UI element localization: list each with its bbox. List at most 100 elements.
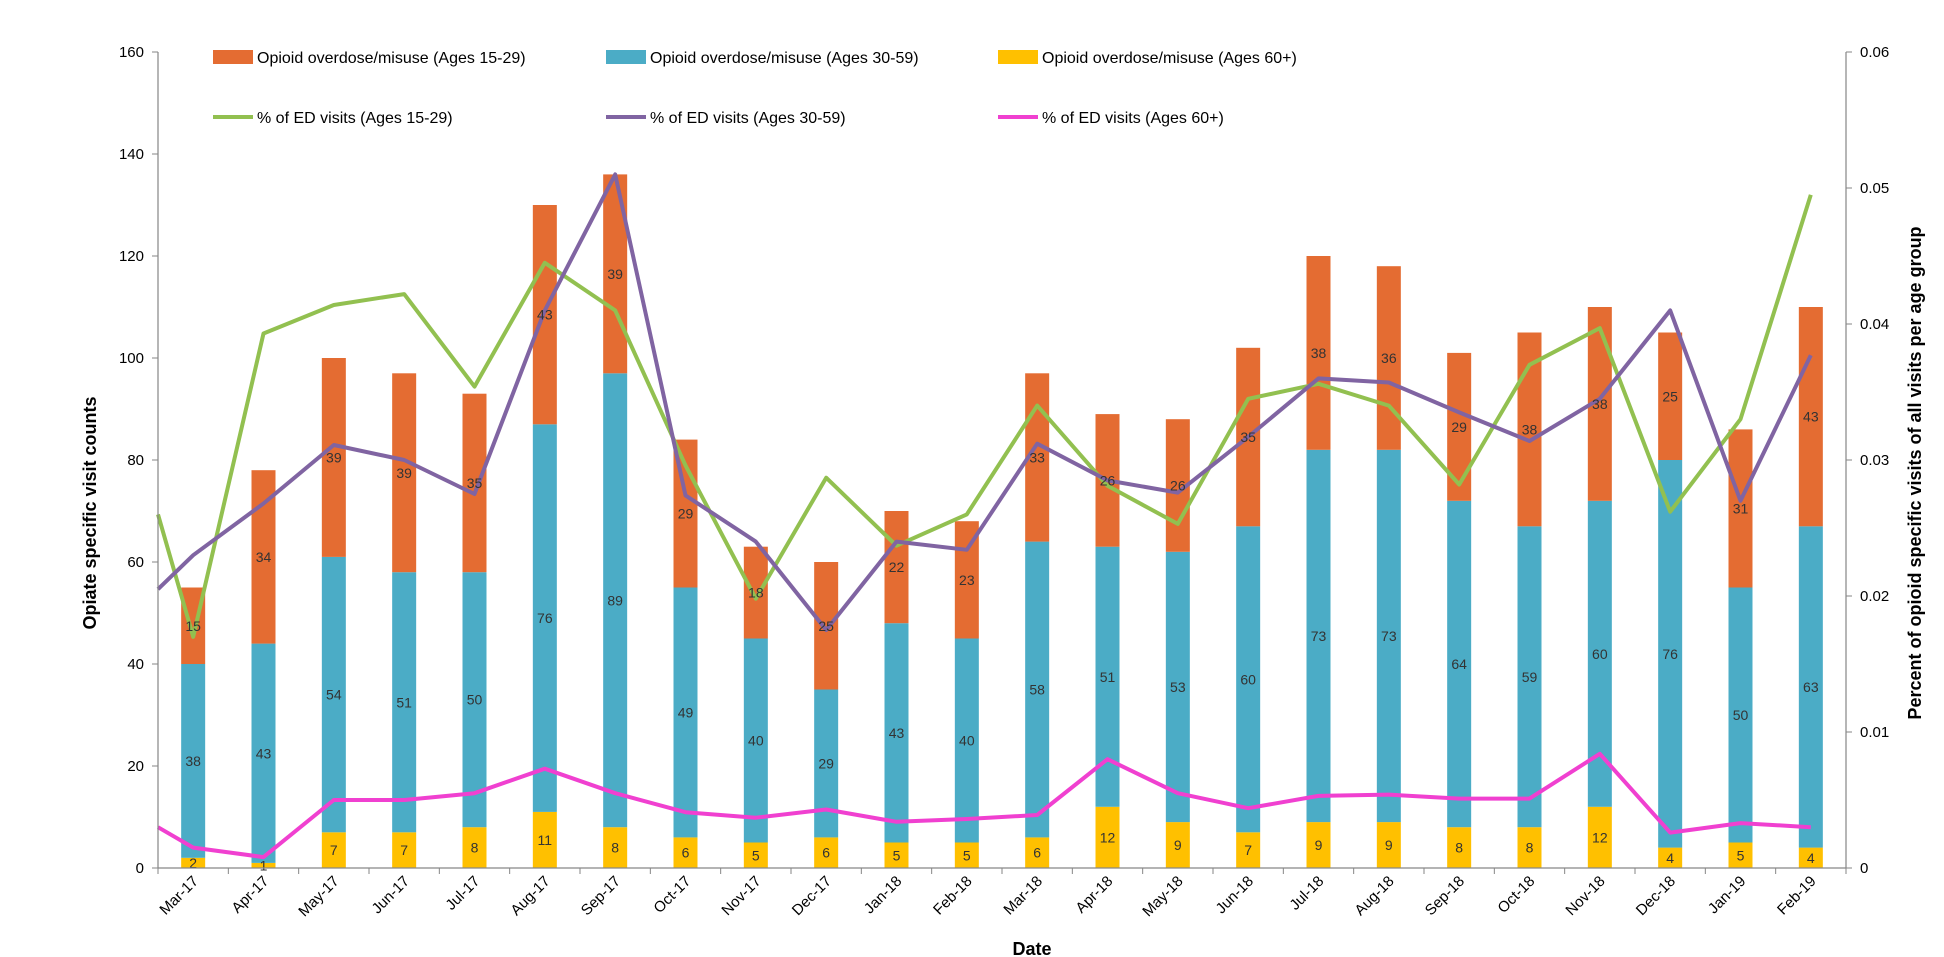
bar-value-label: 38: [1592, 396, 1608, 412]
bar-value-label: 35: [1240, 429, 1256, 445]
bar-value-label: 5: [1737, 847, 1745, 863]
bar: [603, 827, 628, 868]
y-tick-label: 100: [119, 350, 144, 367]
y-tick-label: 40: [127, 656, 144, 673]
bar: [251, 862, 276, 868]
bar: [462, 572, 487, 828]
y-tick-label: 20: [127, 758, 144, 775]
bar: [814, 837, 839, 868]
bar: [321, 358, 346, 557]
bar: [1306, 822, 1331, 868]
bar: [1447, 827, 1472, 868]
bar-value-label: 1: [260, 857, 268, 873]
line-series: [156, 194, 1813, 639]
bar-value-label: 31: [1733, 500, 1749, 516]
y2-tick-label: 0.03: [1860, 452, 1889, 469]
y-tick-labels: 0 20 40 60 80 100 120 140 160: [119, 44, 158, 877]
bar: [1587, 806, 1612, 868]
bar-value-label: 35: [467, 475, 483, 491]
bar-value-label: 9: [1174, 837, 1182, 853]
bar-value-label: 25: [818, 618, 834, 634]
y2-tick-label: 0: [1860, 860, 1868, 877]
bar: [392, 373, 417, 573]
lines: [156, 172, 1813, 860]
bar: [814, 562, 839, 690]
bar: [743, 638, 768, 843]
legend-label: % of ED visits (Ages 30-59): [650, 110, 846, 127]
bar-value-label: 5: [752, 847, 760, 863]
bar-value-label: 29: [1451, 419, 1467, 435]
legend: Opioid overdose/misuse (Ages 15-29) Opioi…: [213, 50, 1297, 127]
bar-value-label: 8: [1455, 840, 1463, 856]
y-tick-label: 60: [127, 554, 144, 571]
y-tick-label: 80: [127, 452, 144, 469]
bar-value-label: 76: [1662, 646, 1678, 662]
y2-axis-title: Percent of opioid specific visits of all…: [1905, 226, 1925, 719]
bar: [181, 664, 206, 858]
bar: [1517, 827, 1542, 868]
bar-value-label: 7: [330, 842, 338, 858]
bar-value-label: 26: [1100, 472, 1116, 488]
bar-value-label: 9: [1315, 837, 1323, 853]
bar-value-label: 5: [893, 847, 901, 863]
bar: [1517, 526, 1542, 828]
bar-value-label: 15: [185, 618, 201, 634]
y-tick-label: 120: [119, 248, 144, 265]
bar-value-label: 36: [1381, 350, 1397, 366]
bar: [1376, 266, 1401, 450]
bar: [884, 511, 909, 624]
bar-value-label: 49: [678, 704, 694, 720]
bar: [321, 556, 346, 833]
bar-value-label: 29: [818, 755, 834, 771]
bar: [1447, 500, 1472, 828]
bar-value-label: 60: [1240, 671, 1256, 687]
bar-value-label: 4: [1807, 850, 1815, 866]
bar-value-label: 38: [1311, 345, 1327, 361]
bar-labels: 2381514334754397513985035117643889396492…: [185, 266, 1818, 874]
bar-value-label: 23: [959, 572, 975, 588]
bar: [392, 832, 417, 868]
bar: [1236, 832, 1261, 868]
bar-value-label: 58: [1029, 682, 1045, 698]
bar: [1728, 842, 1753, 868]
bar-value-label: 34: [256, 549, 272, 565]
bar: [673, 837, 698, 868]
bar-value-label: 6: [682, 845, 690, 861]
legend-label: % of ED visits (Ages 60+): [1042, 110, 1224, 127]
bar: [1025, 541, 1050, 838]
y-tick-label: 160: [119, 44, 144, 61]
bar: [884, 623, 909, 843]
bar-value-label: 64: [1451, 656, 1467, 672]
bar-value-label: 59: [1522, 669, 1538, 685]
bar: [251, 643, 276, 863]
bar: [1658, 847, 1683, 868]
y-tick-label: 140: [119, 146, 144, 163]
y2-tick-label: 0.05: [1860, 180, 1889, 197]
bar: [1376, 449, 1401, 823]
bar-value-label: 38: [1522, 421, 1538, 437]
legend-label: Opioid overdose/misuse (Ages 15-29): [257, 50, 526, 67]
bar-value-label: 8: [1526, 840, 1534, 856]
x-axis-title: Date: [1012, 939, 1051, 957]
bar-value-label: 50: [467, 692, 483, 708]
bar: [532, 811, 557, 868]
bar-value-label: 89: [607, 592, 623, 608]
bar: [1658, 332, 1683, 460]
bar-value-label: 63: [1803, 679, 1819, 695]
bar: [1728, 587, 1753, 843]
bar: [392, 572, 417, 833]
bar-value-label: 73: [1381, 628, 1397, 644]
bar-value-label: 7: [1244, 842, 1252, 858]
bar-value-label: 43: [889, 725, 905, 741]
bar-value-label: 39: [326, 449, 342, 465]
bar-value-label: 51: [1100, 669, 1116, 685]
bar-value-label: 25: [1662, 388, 1678, 404]
bar-value-label: 60: [1592, 646, 1608, 662]
bar-value-label: 40: [748, 733, 764, 749]
bar: [321, 832, 346, 868]
bar-value-label: 29: [678, 506, 694, 522]
bar: [1798, 847, 1823, 868]
y2-tick-label: 0.06: [1860, 44, 1889, 61]
legend-swatch: [998, 50, 1038, 64]
bar: [1025, 837, 1050, 868]
